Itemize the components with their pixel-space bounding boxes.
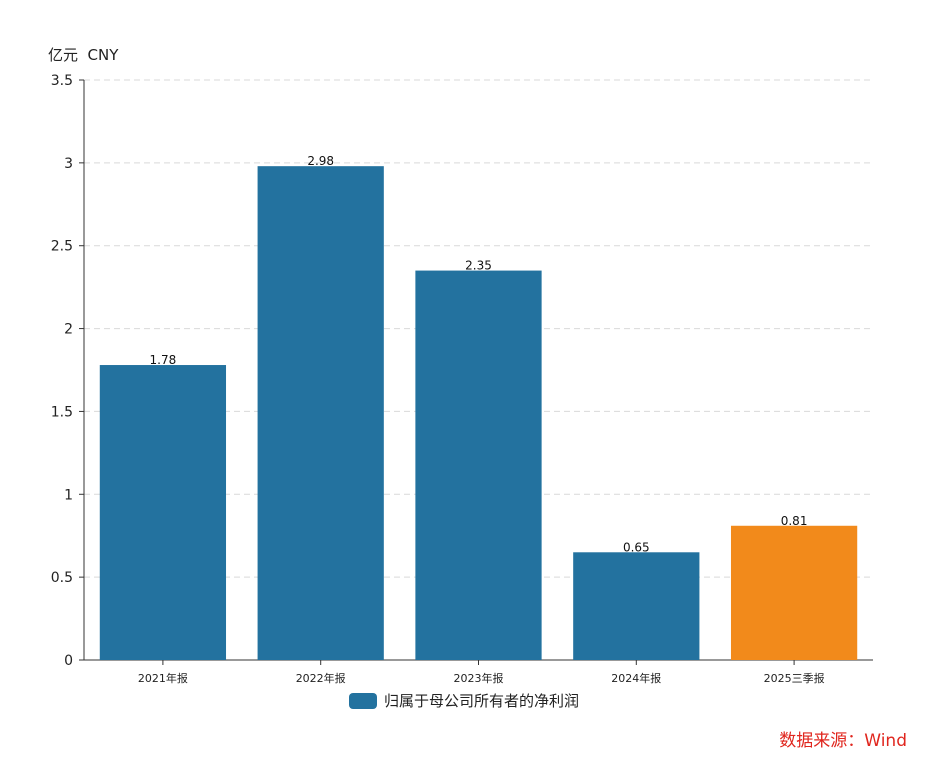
bar (730, 525, 858, 660)
y-tick-label: 0.5 (51, 570, 73, 586)
bar (257, 166, 384, 660)
y-tick-label: 0 (64, 653, 73, 669)
y-tick-label: 3.5 (51, 73, 73, 89)
bar (99, 365, 227, 660)
bar-value-label: 0.65 (623, 540, 650, 554)
legend: 归属于母公司所有者的净利润 (349, 690, 579, 711)
bar-value-label: 2.98 (307, 154, 334, 168)
x-tick-label: 2021年报 (138, 671, 188, 685)
bar (415, 270, 542, 660)
y-tick-label: 2.5 (51, 239, 73, 255)
bar (573, 552, 700, 660)
y-tick-label: 1 (64, 487, 73, 503)
bar-value-label: 1.78 (150, 353, 177, 367)
bar-value-label: 2.35 (465, 259, 492, 273)
y-tick-label: 1.5 (51, 404, 73, 420)
legend-label: 归属于母公司所有者的净利润 (384, 692, 580, 710)
x-tick-label: 2023年报 (454, 671, 504, 685)
bar-value-label: 0.81 (781, 514, 808, 528)
y-axis-unit-label: 亿元 CNY (48, 46, 119, 64)
x-tick-label: 2022年报 (296, 671, 346, 685)
x-tick-label: 2025三季报 (764, 671, 825, 685)
x-tick-label: 2024年报 (611, 671, 661, 685)
y-tick-label: 3 (64, 156, 73, 172)
y-tick-label: 2 (64, 322, 73, 338)
data-source-note: 数据来源：Wind (779, 731, 907, 751)
legend-swatch (349, 692, 377, 709)
